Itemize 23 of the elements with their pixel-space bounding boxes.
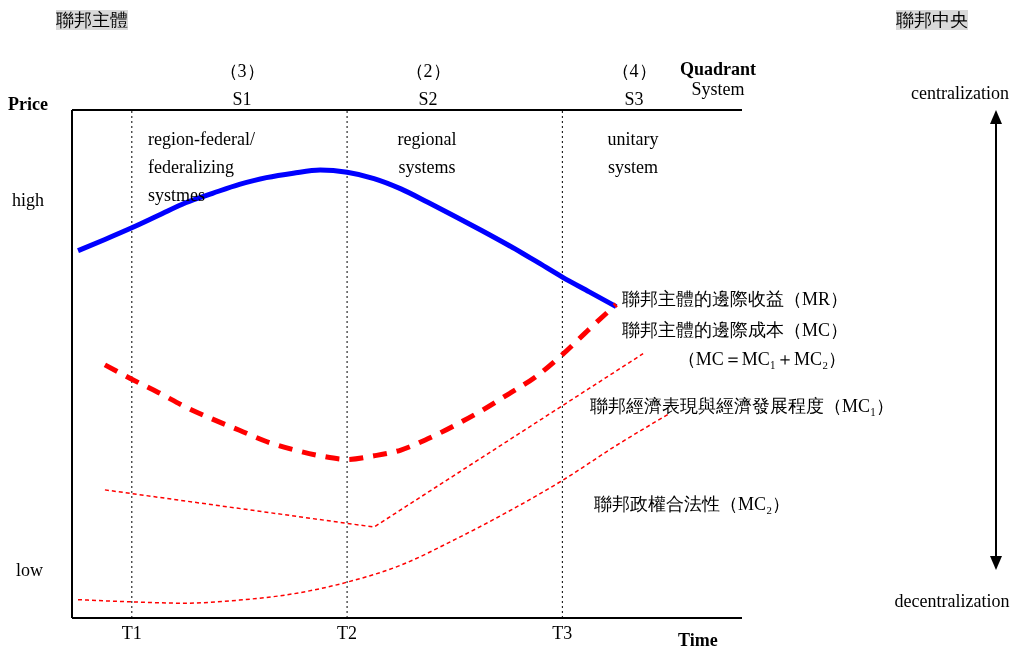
text: 聯邦主體 (56, 10, 128, 30)
text: high (12, 190, 45, 210)
annotation: region-federal/ federalizing systmes (148, 129, 255, 205)
x-tick-label: T3 (552, 622, 573, 643)
text: Quadrant System (679, 59, 757, 99)
annotation: （MC＝MC₁＋MC₂） (677, 349, 847, 369)
series-label: 聯邦主體的邊際成本（MC） (622, 319, 849, 342)
y-axis-title: Price (8, 94, 48, 115)
x-tick-label: T2 (337, 622, 358, 643)
text: 聯邦中央 (896, 10, 968, 30)
text: （2） S2 (405, 61, 451, 109)
text: （4） S3 (611, 61, 657, 109)
series-label: 聯邦政權合法性（MC₂） (594, 493, 791, 516)
text: （3） S1 (219, 61, 265, 109)
text: decentralization (894, 591, 1010, 611)
text: low (16, 560, 43, 580)
x-axis-title: Time (678, 630, 718, 651)
series-label: 聯邦經濟表現與經濟發展程度（MC₁） (590, 395, 895, 418)
series-label: 聯邦主體的邊際收益（MR） (622, 288, 849, 311)
annotation: unitary system (607, 129, 659, 177)
annotation: regional systems (397, 129, 457, 177)
x-tick-label: T1 (121, 622, 142, 643)
text: centralization (911, 83, 1009, 103)
